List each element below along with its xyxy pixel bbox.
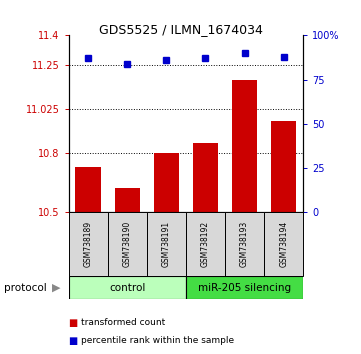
Bar [69,212,108,276]
Text: ▶: ▶ [52,282,60,293]
Text: GSM738192: GSM738192 [201,221,210,267]
Bar [186,276,303,299]
Text: miR-205 silencing: miR-205 silencing [198,282,291,293]
Text: percentile rank within the sample: percentile rank within the sample [81,336,234,345]
Bar [154,153,179,212]
Text: control: control [109,282,145,293]
Bar [114,188,140,212]
Text: GDS5525 / ILMN_1674034: GDS5525 / ILMN_1674034 [99,23,262,36]
Text: GSM738190: GSM738190 [123,221,132,267]
Bar [147,212,186,276]
Bar [108,212,147,276]
Bar [75,167,101,212]
Bar [264,212,303,276]
Text: GSM738194: GSM738194 [279,221,288,267]
Bar [193,143,218,212]
Bar [232,80,257,212]
Text: transformed count: transformed count [81,318,165,327]
Text: ■: ■ [69,336,78,346]
Bar [69,276,186,299]
Bar [225,212,264,276]
Text: GSM738191: GSM738191 [162,221,171,267]
Text: GSM738189: GSM738189 [84,221,93,267]
Text: protocol: protocol [4,282,46,293]
Text: GSM738193: GSM738193 [240,221,249,267]
Bar [271,121,296,212]
Text: ■: ■ [69,318,78,328]
Bar [186,212,225,276]
